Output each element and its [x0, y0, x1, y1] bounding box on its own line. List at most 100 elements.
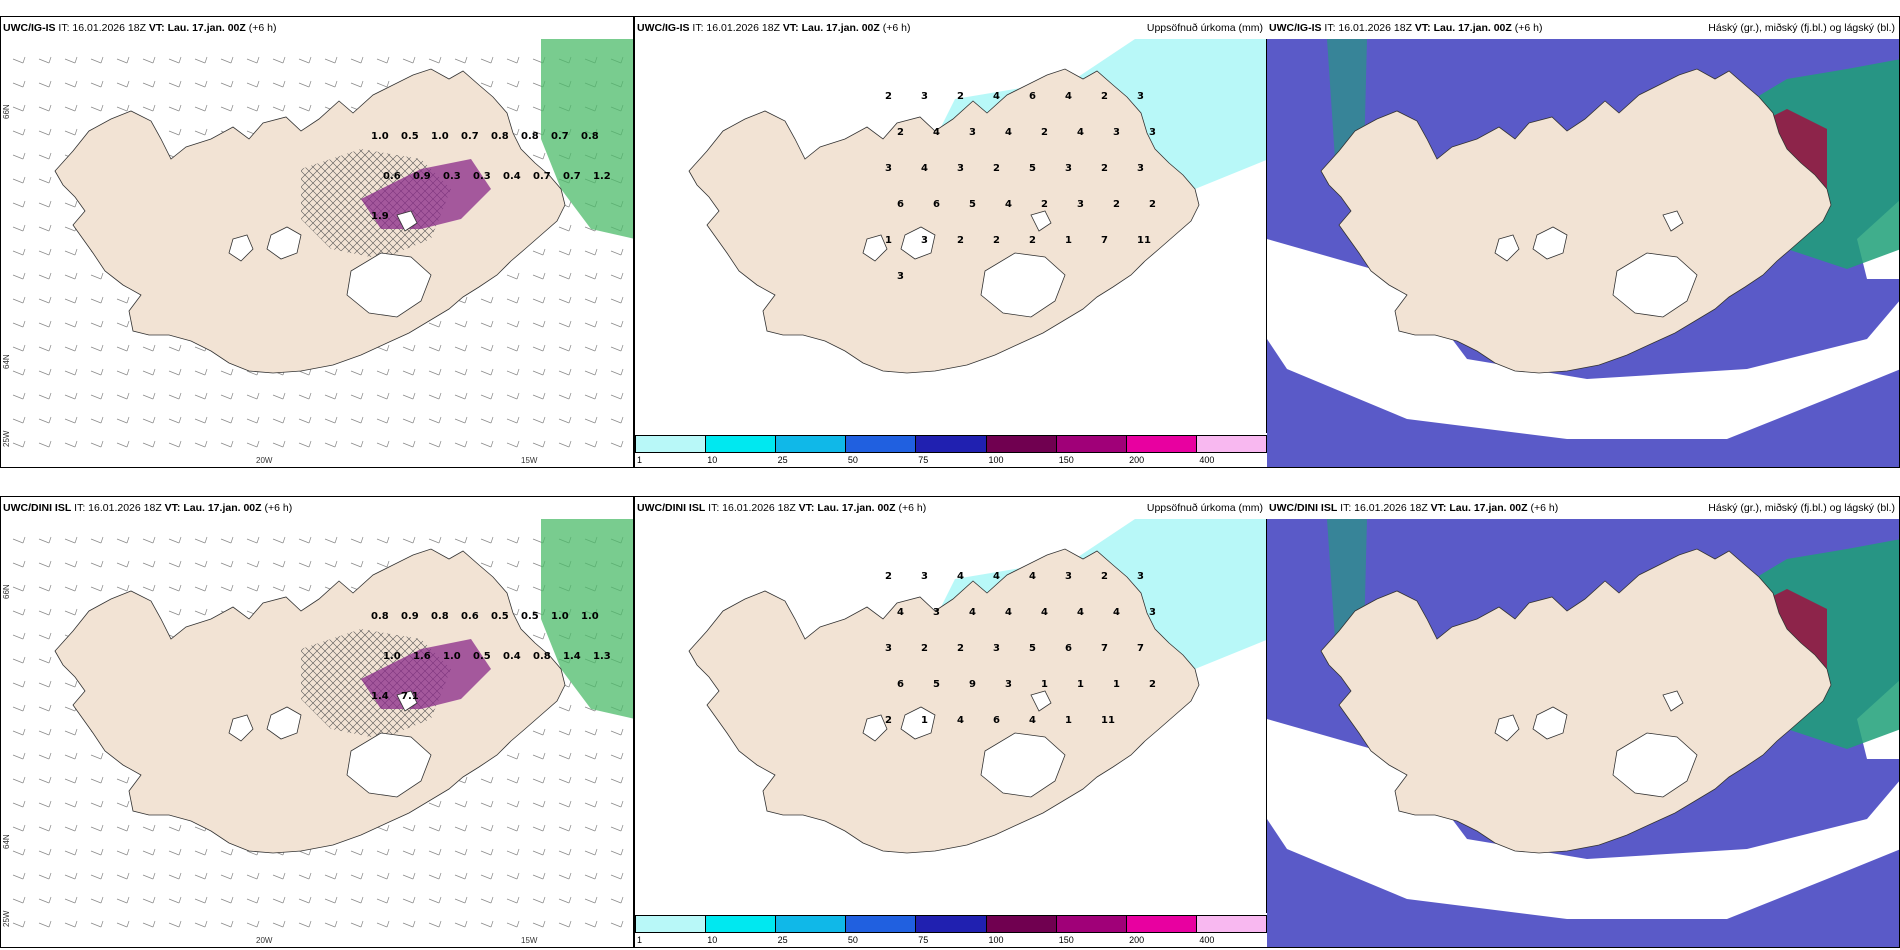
- wind-barb: [194, 536, 208, 544]
- panel-header: UWC/DINI ISL IT: 16.01.2026 18Z VT: Lau.…: [1, 497, 633, 519]
- wind-barb: [90, 80, 104, 88]
- wind-barb: [376, 536, 390, 544]
- value-label: 6: [993, 715, 1000, 726]
- wind-barb: [38, 584, 52, 592]
- wind-barb: [532, 776, 546, 784]
- wind-barb: [64, 824, 78, 832]
- value-label: 3: [1149, 127, 1156, 138]
- axis-label: 25W: [2, 430, 11, 447]
- wind-barb: [168, 104, 182, 112]
- glacier-3: [1662, 690, 1684, 712]
- wind-barb: [584, 416, 598, 424]
- map-area[interactable]: 2 3 2 4 6 4 2 3 2 4 3 4 2 4 3 3 3 4 3 2 5 3 2 3 6 6 5 4 2 3 2 2 1 3 2 2 2 1 7 1…: [635, 39, 1268, 433]
- wind-barb: [454, 440, 468, 448]
- wind-barb: [246, 536, 260, 544]
- wind-barb: [558, 776, 572, 784]
- colorbar-tick: 10: [707, 935, 718, 945]
- wind-barb: [584, 920, 598, 928]
- map-area[interactable]: 0.8 0.9 0.8 0.6 0.5 0.5 1.0 1.0 1.0 1.6 1.0 0.5 0.4 0…: [1, 519, 634, 947]
- wind-barb: [12, 128, 26, 136]
- wind-barb: [298, 392, 312, 400]
- wind-barb: [324, 392, 338, 400]
- colorbar-tick: 100: [988, 455, 1004, 465]
- wind-barb: [402, 536, 416, 544]
- wind-barb: [64, 752, 78, 760]
- map-panel[interactable]: UWC/DINI ISL IT: 16.01.2026 18Z VT: Lau.…: [1266, 496, 1900, 948]
- valid-time: Lau. 17.jan. 00Z: [183, 502, 262, 514]
- value-label: 3: [921, 91, 928, 102]
- wind-barb: [324, 848, 338, 856]
- map-area[interactable]: 1.0 0.5 1.0 0.7 0.8 0.8 0.7 0.8 0.6 0.9 0.3 0.3 0.4 0…: [1, 39, 634, 467]
- wind-barb: [506, 536, 520, 544]
- wind-barb: [506, 416, 520, 424]
- map-panel[interactable]: UWC/IG-IS IT: 16.01.2026 18Z VT: Lau. 17…: [1266, 16, 1900, 468]
- valid-time: Lau. 17.jan. 00Z: [1449, 502, 1528, 514]
- map-panel[interactable]: UWC/IG-IS IT: 16.01.2026 18Z VT: Lau. 17…: [0, 16, 634, 468]
- wind-barb: [558, 704, 572, 712]
- value-label: 2: [885, 571, 892, 582]
- valid-time-label: VT:: [148, 22, 165, 34]
- wind-barb: [38, 248, 52, 256]
- wind-barb: [454, 56, 468, 64]
- wind-barb: [610, 896, 624, 904]
- wind-barb: [90, 776, 104, 784]
- wind-barb: [272, 920, 286, 928]
- glacier-3: [1030, 690, 1052, 712]
- wind-barb: [168, 368, 182, 376]
- wind-barb: [220, 56, 234, 64]
- value-label: 6: [1065, 643, 1072, 654]
- wind-barb: [38, 656, 52, 664]
- wind-barb: [428, 368, 442, 376]
- map-area[interactable]: [1267, 519, 1900, 947]
- wind-barb: [12, 680, 26, 688]
- wind-barb: [610, 824, 624, 832]
- value-label: 0.5: [473, 651, 491, 662]
- wind-barb: [298, 104, 312, 112]
- map-panel[interactable]: UWC/DINI ISL IT: 16.01.2026 18Z VT: Lau.…: [634, 496, 1268, 948]
- map-panel[interactable]: UWC/DINI ISL IT: 16.01.2026 18Z VT: Lau.…: [0, 496, 634, 948]
- wind-barb: [350, 416, 364, 424]
- wind-barb: [558, 440, 572, 448]
- colorbar-cell: [706, 916, 777, 932]
- wind-barb: [194, 848, 208, 856]
- colorbar: 1 10 25 50 75 100 150 200 400: [635, 913, 1267, 947]
- wind-barb: [610, 776, 624, 784]
- wind-barb: [376, 560, 390, 568]
- value-label: 1.2: [593, 171, 611, 182]
- colorbar-cell: [1056, 916, 1127, 932]
- model-name: UWC/IG-IS: [1269, 22, 1322, 34]
- axis-label: 20W: [256, 456, 273, 465]
- value-label: 2: [1113, 199, 1120, 210]
- wind-barb: [116, 80, 130, 88]
- wind-barb: [64, 800, 78, 808]
- wind-barb: [12, 80, 26, 88]
- wind-barb: [272, 584, 286, 592]
- wind-barb: [90, 800, 104, 808]
- wind-barb: [480, 440, 494, 448]
- wind-barb: [116, 416, 130, 424]
- wind-barb: [12, 536, 26, 544]
- wind-barb: [64, 560, 78, 568]
- valid-time-label: VT:: [164, 502, 181, 514]
- glacier-3: [396, 690, 418, 712]
- value-label: 0.6: [461, 611, 479, 622]
- value-label: 2: [1101, 571, 1108, 582]
- value-label: 0.3: [443, 171, 461, 182]
- wind-barb: [480, 824, 494, 832]
- wind-barb: [506, 800, 520, 808]
- value-label: 2: [1101, 163, 1108, 174]
- wind-barb: [428, 344, 442, 352]
- wind-barb: [402, 920, 416, 928]
- lead-time: (+6 h): [898, 502, 927, 514]
- wind-barb: [194, 128, 208, 136]
- map-panel[interactable]: UWC/IG-IS IT: 16.01.2026 18Z VT: Lau. 17…: [634, 16, 1268, 468]
- map-area[interactable]: [1267, 39, 1900, 467]
- value-label: 0.7: [563, 171, 581, 182]
- map-area[interactable]: 2 3 4 4 4 3 2 34 3 4 4 4 4 4 33 2 2 3 5 6 7 76 5 9 3 1 1 1 22 1 4 6 4 1 11: [635, 519, 1268, 913]
- wind-barb: [220, 416, 234, 424]
- wind-barb: [38, 440, 52, 448]
- wind-barb: [246, 56, 260, 64]
- wind-barb: [38, 320, 52, 328]
- wind-barb: [142, 440, 156, 448]
- wind-barb: [610, 368, 624, 376]
